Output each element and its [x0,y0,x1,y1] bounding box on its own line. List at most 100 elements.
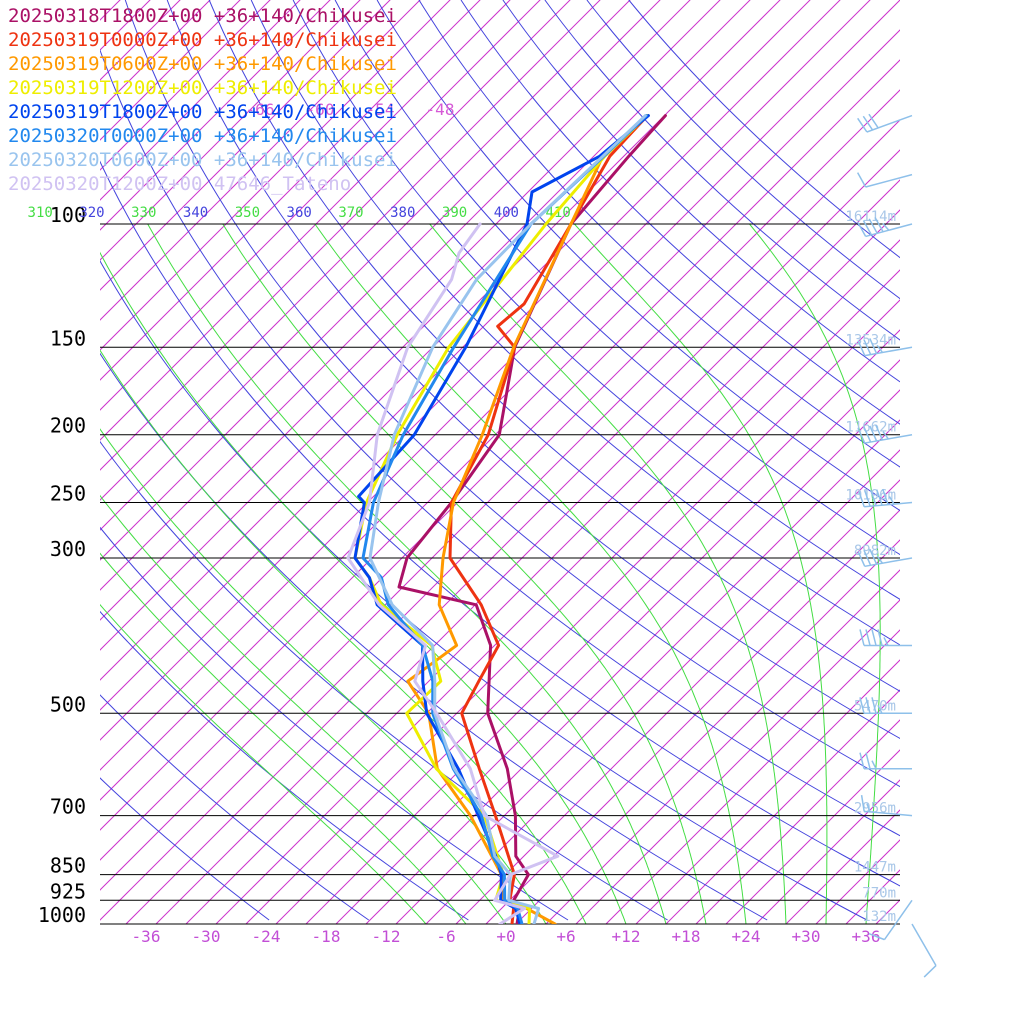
temperature-profiles [346,114,667,924]
isotherm-line [305,329,900,924]
temperature-tick-label: +12 [612,927,641,946]
wind-barb-feather [869,338,878,354]
wind-barb-feather [869,425,878,442]
height-label: 8982m [854,543,896,559]
isotherm-line [515,539,900,924]
wind-barb [859,629,912,647]
isotherm-line [996,0,1024,924]
wind-barb-feather [858,490,865,507]
height-label: 1447m [854,860,896,876]
wind-barb-feather [856,172,867,188]
wind-barb-feather [865,697,871,714]
height-label: 16114m [845,209,896,225]
wind-barb-staff [864,557,913,568]
wind-barb-feather [857,117,868,133]
temperature-profile-line [353,114,650,924]
temperature-tick-label: -36 [132,927,161,946]
pressure-tick-label: 300 [50,537,86,561]
wind-barb [856,216,913,238]
theta-label: 340 [183,205,208,221]
wind-barb-feather [877,629,883,646]
isotherm-line [966,0,1024,924]
theta-label: 390 [442,205,467,221]
wind-barb-staff [866,114,913,133]
isotherm-line [906,0,1024,924]
pressure-tick-label: 150 [50,326,86,350]
wind-barb-feather [862,115,874,131]
wind-barb-feather [869,548,878,565]
temperature-profile-line [397,114,667,924]
wind-barb-feather [871,760,877,770]
dry-adiabat-line [502,0,900,383]
wind-barb-feather [888,496,895,505]
dry-adiabat-line [292,0,900,600]
isotherm-line [100,0,451,351]
isotherm-line [936,0,1024,924]
wind-barb [859,697,912,715]
isotherm-line [695,719,900,924]
dry-adiabat-line [208,0,900,692]
wind-barb-feather [865,629,871,646]
legend-entry: 20250319T1200Z+00 +36+140/Chikusei [8,77,397,99]
wind-barb-feather [864,490,871,507]
temperature-tick-label: -6 [436,927,455,946]
temperature-tick-label: +24 [732,927,761,946]
wind-barb-feather [859,629,865,646]
wind-barb-feather [860,794,865,812]
wind-barb-feather [882,431,889,440]
dry-adiabat-line [100,440,668,921]
isotherm-line [815,839,900,924]
temperature-tick-label: +0 [496,927,515,946]
dry-adiabat-line [628,0,900,259]
isotherm-line [725,749,900,924]
temperature-tick-label: -24 [252,927,281,946]
legend-entry: 20250319T0600Z+00 +36+140/Chikusei [8,53,397,75]
wind-barb [868,899,913,941]
dry-adiabat-line [334,0,900,556]
temperature-tick-label: +30 [792,927,821,946]
dry-adiabat-line [100,160,900,887]
isotherm-line [575,599,900,924]
legend-entry: 20250319T0000Z+00 +36+140/Chikusei [8,29,397,51]
temperature-tick-label: +36 [852,927,881,946]
legend-entry: 20250320T0000Z+00 +36+140/Chikusei [8,125,397,147]
theta-label: 370 [338,205,363,221]
isotherm-line [100,0,301,201]
wind-barb [857,113,913,133]
wind-barb-feather [874,216,884,233]
moist-adiabat-line [147,223,667,924]
dry-adiabat-line [100,526,569,921]
wind-barb-feather [866,803,871,813]
isotherm-line [100,0,421,321]
isotherm-line [665,689,900,924]
wind-barb-feather [876,555,884,564]
wind-barb-feather [882,223,890,231]
theta-label: 400 [494,205,519,221]
isotherm-line [545,569,900,924]
legend-entry: 20250318T1800Z+00 +36+140/Chikusei [8,5,397,27]
wind-barb [856,172,913,188]
chart-legend: 20250318T1800Z+00 +36+140/Chikusei 202503… [8,4,397,196]
theta-label: 330 [131,205,156,221]
wind-barb-feather [868,113,879,129]
wind-barb-column [856,113,937,978]
dry-adiabat-line [418,0,900,468]
wind-barb-feather [871,697,877,714]
wind-barb-feather [875,424,884,441]
height-label: 10196m [845,488,896,504]
wind-barb-feather [863,426,872,443]
wind-barb [857,548,913,568]
isotherm-line [755,779,900,924]
dry-adiabat-line [586,0,900,300]
pressure-tick-label: 200 [50,414,86,438]
dry-adiabat-line [460,0,900,425]
pressure-tick-label: 500 [50,692,86,716]
wind-barb-feather [857,427,866,444]
wind-barb-feather [870,489,877,506]
isotherm-line [100,0,361,261]
wind-barb-feather [863,549,872,566]
height-label: 770m [862,885,896,901]
isotherm-line [100,0,331,231]
